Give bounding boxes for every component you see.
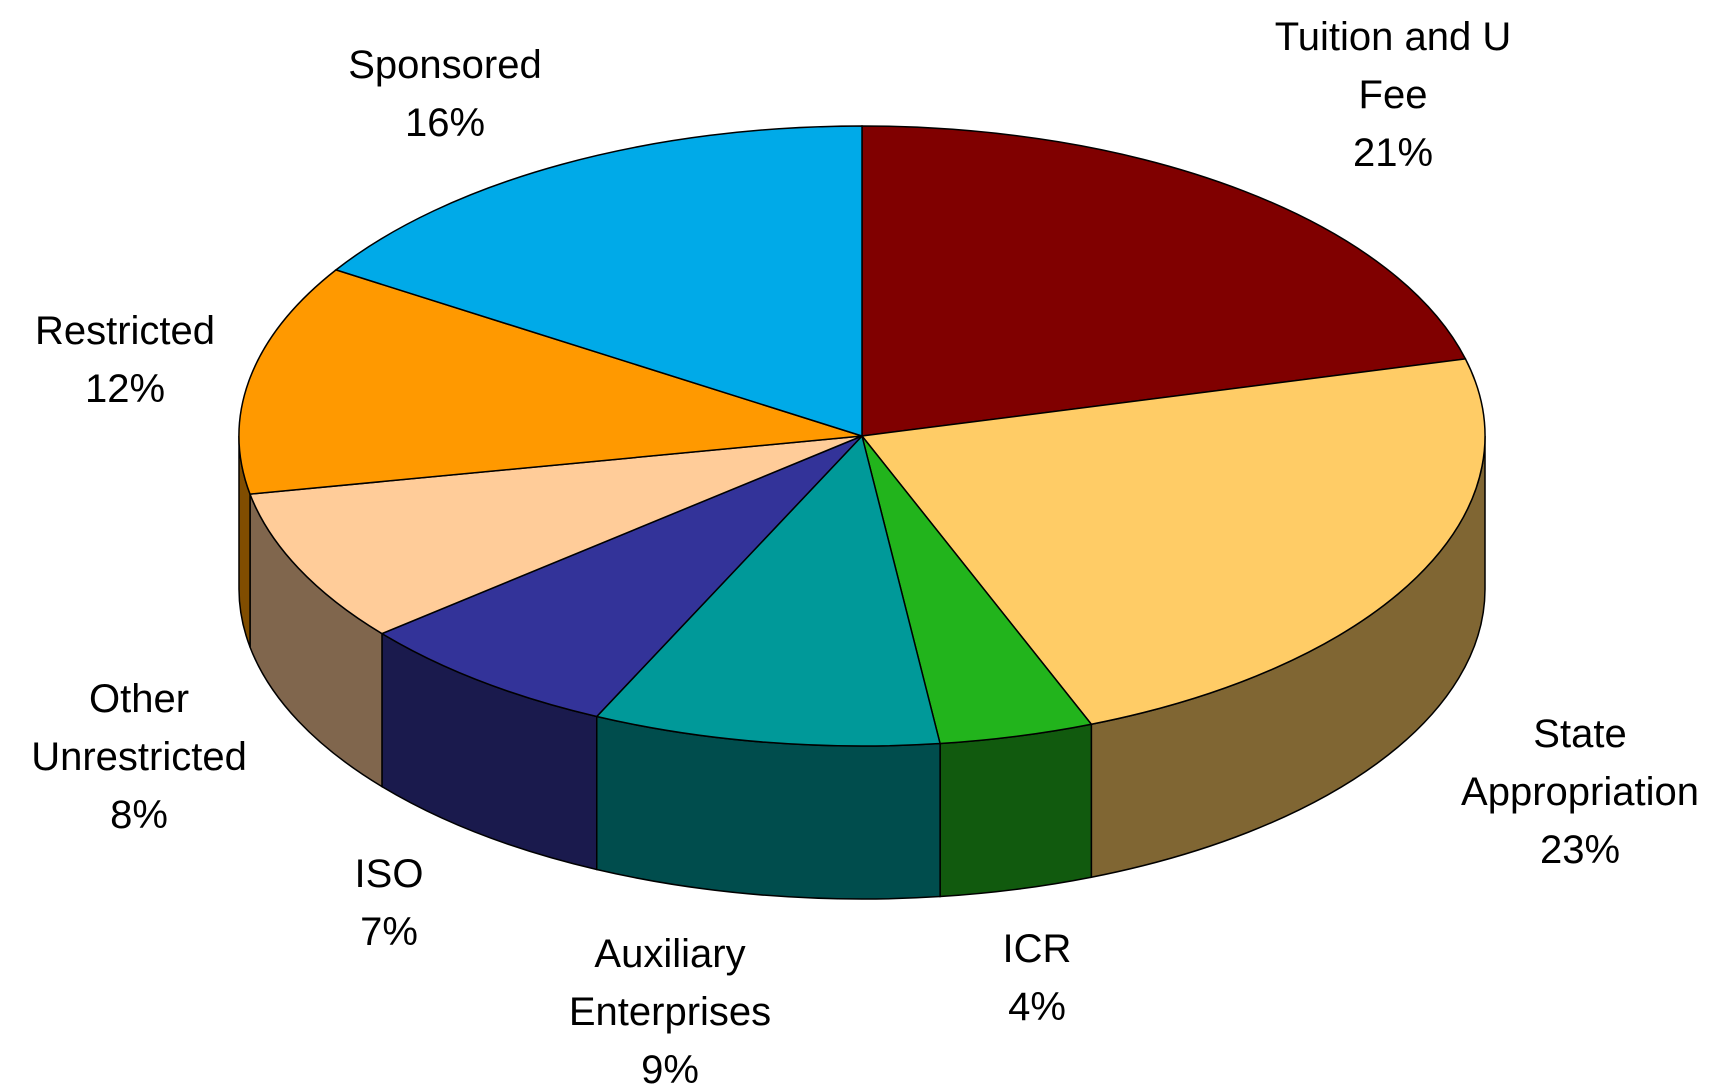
slice-name: Restricted: [34, 309, 216, 353]
slice-value: 23%: [1539, 828, 1621, 872]
slice-name: Auxiliary Enterprises: [568, 932, 772, 1034]
slice-label: Sponsored 16%: [295, 36, 595, 152]
pie-slice: [860, 358, 1486, 726]
slice-label: ISO 7%: [289, 845, 489, 961]
slice-value: 12%: [84, 367, 166, 411]
slice-label: Other Unrestricted 8%: [14, 670, 264, 844]
slice-label: Restricted 12%: [0, 302, 275, 418]
slice-value: 8%: [110, 793, 168, 837]
pie-slice: [861, 125, 1467, 437]
slice-value: 4%: [1008, 985, 1066, 1029]
pie-side: [939, 723, 1093, 898]
slice-value: 21%: [1352, 131, 1434, 175]
slice-value: 16%: [404, 101, 486, 145]
slice-name: Tuition and U Fee: [1274, 15, 1512, 117]
pie-slice: [248, 435, 863, 635]
slice-value: 7%: [360, 910, 418, 954]
slice-name: ICR: [1002, 927, 1072, 971]
pie-slice: [380, 435, 863, 718]
slice-name: Sponsored: [348, 43, 542, 87]
slice-value: 9%: [641, 1048, 699, 1084]
slice-label: State Appropriation 23%: [1435, 705, 1725, 879]
slice-name: Other Unrestricted: [31, 677, 247, 779]
slice-label: Tuition and U Fee 21%: [1248, 8, 1538, 182]
slice-label: Auxiliary Enterprises 9%: [545, 925, 795, 1084]
slice-name: ISO: [354, 852, 424, 896]
pie-slice: [238, 269, 863, 495]
pie-slice: [334, 125, 863, 438]
slice-name: State Appropriation: [1461, 712, 1699, 814]
slice-label: ICR 4%: [937, 920, 1137, 1036]
pie-slice: [595, 434, 942, 747]
